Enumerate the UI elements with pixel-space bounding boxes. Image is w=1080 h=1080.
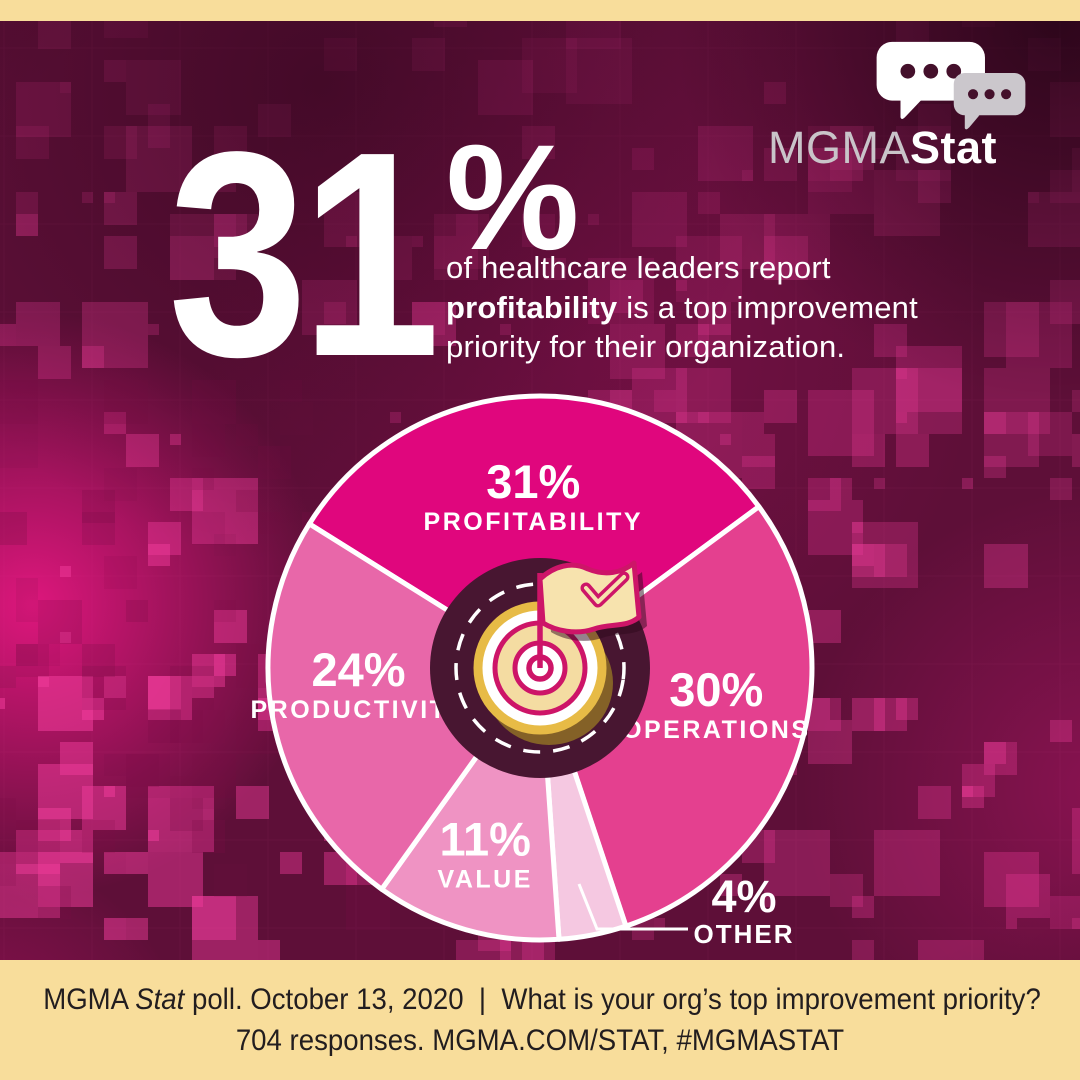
headline-copy-line1: of healthcare leaders report bbox=[446, 250, 831, 285]
mgma-stat-logo: MGMAStat bbox=[768, 40, 1026, 174]
footer-line2: 704 responses. MGMA.COM/STAT, #MGMASTAT bbox=[235, 1023, 845, 1057]
speech-bubbles-icon bbox=[876, 41, 1026, 130]
footer-poll-prefix: MGMA bbox=[43, 982, 136, 1016]
headline-copy-line2: is a top improvement bbox=[617, 289, 918, 325]
logo-stat: Stat bbox=[910, 122, 998, 173]
headline-copy: of healthcare leaders report profitabili… bbox=[446, 248, 918, 367]
footer-stat-italic: Stat bbox=[135, 982, 185, 1016]
footer-poll-question: poll. October 13, 2020 | What is your or… bbox=[184, 982, 1041, 1016]
logo-mgma: MGMA bbox=[768, 122, 910, 173]
headline-stat-value: 31 bbox=[168, 91, 440, 417]
headline-stat-unit: % bbox=[446, 113, 580, 281]
headline-copy-bold: profitability bbox=[446, 289, 618, 325]
logo-text: MGMAStat bbox=[768, 122, 1018, 174]
footer-line1: MGMA Stat poll. October 13, 2020 | What … bbox=[43, 982, 1041, 1017]
top-border-band bbox=[0, 0, 1080, 21]
headline-copy-line3: priority for their organization. bbox=[446, 329, 846, 365]
footer-band: MGMA Stat poll. October 13, 2020 | What … bbox=[0, 960, 1080, 1080]
